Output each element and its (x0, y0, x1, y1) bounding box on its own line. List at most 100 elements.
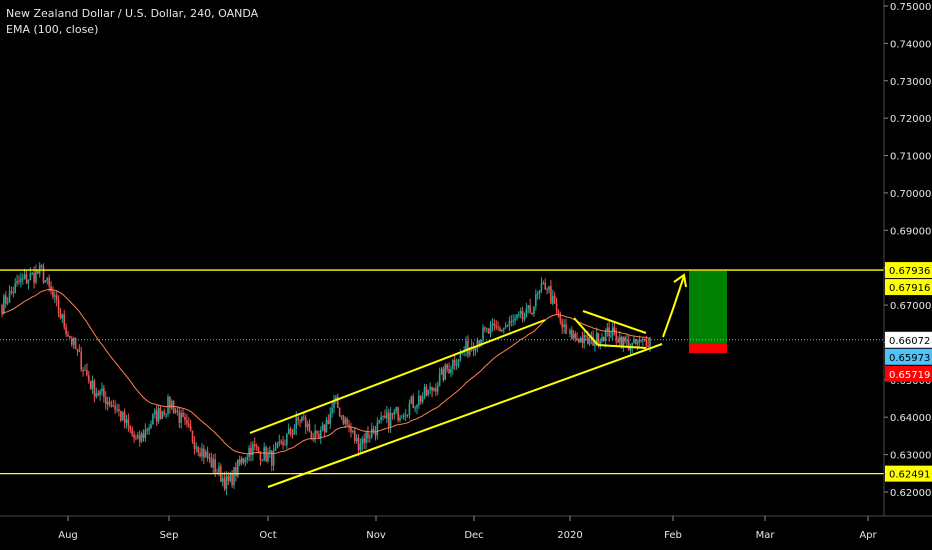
candle-body (572, 333, 575, 339)
candle-body (601, 337, 603, 342)
candle-body (606, 327, 609, 332)
candle-body (319, 429, 322, 439)
candle-body (410, 396, 413, 404)
candle-body (4, 295, 7, 304)
candle-body (212, 459, 215, 468)
candle-body (643, 339, 646, 341)
candle-body (248, 447, 250, 457)
candle-body (103, 388, 105, 397)
candle-body (110, 405, 113, 407)
price-label: 0.65719 (889, 370, 930, 381)
candle-body (174, 410, 177, 413)
target-zone[interactable] (689, 270, 727, 344)
candle-body (276, 443, 279, 449)
candle-body (78, 350, 81, 352)
candle-body (429, 386, 431, 390)
candle-body (86, 369, 88, 376)
candle-body (529, 305, 531, 313)
wedge-left-line[interactable] (573, 317, 599, 346)
candle-body (404, 414, 407, 416)
candle-body (465, 340, 467, 352)
candle-body (165, 413, 167, 415)
candle-body (586, 336, 589, 344)
candle-body (67, 334, 69, 337)
candle-body (350, 427, 352, 432)
candle-body (585, 335, 587, 337)
candle-body (253, 443, 256, 447)
candle-body (538, 290, 541, 294)
price-label: 0.67936 (889, 266, 930, 277)
candle-body (435, 388, 437, 392)
candle-body (240, 458, 243, 464)
candle-body (261, 459, 264, 461)
wedge-upper-line[interactable] (582, 310, 647, 334)
candle-body (84, 369, 86, 371)
candle-body (321, 424, 324, 430)
candle-body (551, 295, 554, 304)
candle-body (521, 310, 524, 320)
candle-body (442, 368, 445, 381)
candle-body (238, 459, 241, 464)
candle-body (363, 438, 365, 443)
candle-body (157, 408, 160, 422)
candle-body (108, 401, 111, 406)
candle-body (414, 407, 416, 409)
time-tick-label: Dec (464, 530, 483, 541)
candle-body (204, 451, 207, 458)
candle-body (137, 435, 139, 438)
candle-body (301, 416, 303, 422)
candle-body (180, 412, 182, 423)
candle-body (510, 321, 513, 323)
price-label-box (885, 262, 932, 279)
time-tick-label: Apr (859, 530, 877, 541)
candle-body (636, 342, 639, 344)
price-label-box (885, 365, 932, 382)
candle-body (140, 433, 143, 442)
candle-body (640, 339, 642, 341)
candle-body (187, 423, 190, 427)
candle-body (263, 447, 265, 460)
candle-body (123, 412, 126, 423)
price-label: 0.65973 (889, 353, 930, 364)
candle-body (206, 451, 209, 459)
wedge-lower-line[interactable] (597, 344, 647, 349)
candle-body (448, 369, 450, 374)
candle-body (387, 412, 390, 427)
candle-body (531, 312, 533, 314)
candle-body (423, 386, 426, 398)
candle-body (208, 457, 211, 459)
candle-body (540, 283, 543, 291)
candle-body (433, 388, 435, 391)
candle-body (221, 478, 224, 482)
candle-body (55, 295, 58, 300)
candle-body (597, 333, 600, 345)
price-tick-label: 0.75000 (890, 2, 931, 13)
projection-arrow[interactable] (662, 275, 685, 338)
candle-body (229, 473, 232, 481)
candle-body (178, 411, 181, 423)
channel-lower-trendline[interactable] (267, 343, 663, 488)
candle-body (176, 410, 179, 412)
candle-body (553, 295, 556, 304)
candle-body (182, 412, 184, 417)
candle-body (487, 328, 490, 334)
candle-body (425, 386, 428, 396)
candle-body (452, 359, 454, 370)
candle-body (519, 310, 522, 315)
candle-body (506, 324, 509, 327)
chart-legend: New Zealand Dollar / U.S. Dollar, 240, O… (6, 6, 258, 38)
candle-body (101, 388, 103, 392)
candle-body (497, 327, 499, 329)
candle-body (35, 271, 37, 283)
candle-body (284, 444, 286, 446)
candle-body (401, 417, 403, 419)
candle-body (189, 426, 192, 432)
candle-body (440, 368, 443, 374)
candle-body (406, 414, 409, 416)
channel-upper-trendline[interactable] (249, 319, 546, 434)
stop-zone[interactable] (689, 343, 727, 353)
candle-body (316, 431, 318, 434)
